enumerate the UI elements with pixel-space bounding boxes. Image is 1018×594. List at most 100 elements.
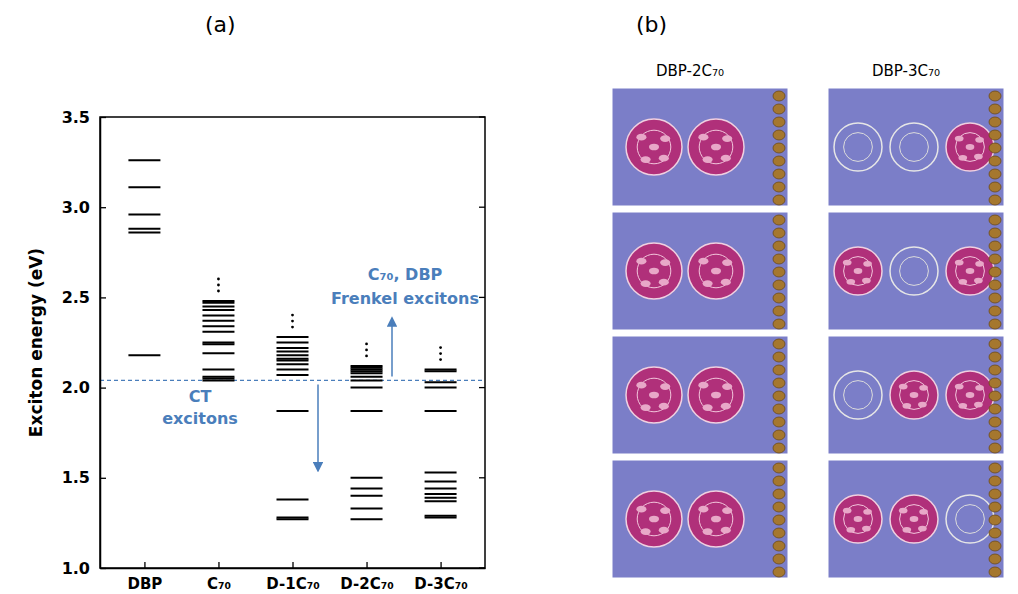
x-axis: DBP C₇₀ D-1C₇₀ D-2C₇₀ D-3C₇₀ <box>101 562 486 593</box>
orbital-lobe <box>721 155 731 162</box>
fullerene-ring <box>844 381 873 410</box>
energy-level <box>351 410 383 412</box>
dbp-unit <box>989 567 1001 577</box>
dbp-unit <box>989 182 1001 192</box>
y-tick-mark <box>100 478 106 479</box>
orbital-lobe <box>659 155 669 162</box>
orbital-lobe <box>899 508 908 514</box>
energy-level <box>351 507 383 509</box>
orbital-lobe <box>975 261 984 267</box>
energy-level <box>425 500 457 502</box>
y-tick-label: 1.0 <box>62 559 90 578</box>
fullerene <box>834 495 882 543</box>
energy-level <box>351 495 383 497</box>
orbital-lobe <box>966 144 975 150</box>
orbital-lobe <box>711 144 721 151</box>
x-tick-label: C₇₀ <box>207 575 231 593</box>
y-tick-mark <box>100 297 106 298</box>
orbital-lobe <box>918 526 927 532</box>
y-tick-mark <box>100 207 106 208</box>
fullerene-ring <box>844 133 873 162</box>
energy-level <box>277 351 309 353</box>
fullerene <box>626 367 682 423</box>
fullerene-ring <box>844 505 873 534</box>
dbp-unit <box>773 502 785 512</box>
dbp-unit <box>989 228 1001 238</box>
x-tick-mark <box>292 562 293 568</box>
orbital-lobe <box>636 382 646 389</box>
fullerene-ring <box>956 505 985 534</box>
dbp-unit <box>773 293 785 303</box>
energy-level <box>202 379 234 381</box>
dbp-unit <box>989 391 1001 401</box>
dbp-unit <box>773 391 785 401</box>
energy-level <box>351 365 383 367</box>
continuation-dot <box>439 358 442 361</box>
continuation-dot <box>217 284 220 287</box>
dbp-unit <box>989 378 1001 388</box>
dbp-unit <box>773 378 785 388</box>
orbital-lobe <box>974 278 983 284</box>
energy-level <box>128 231 160 233</box>
fullerene <box>890 495 938 543</box>
continuation-dot <box>439 346 442 349</box>
dbp-unit <box>989 443 1001 453</box>
x-tick: C₇₀ <box>207 562 231 593</box>
energy-level <box>351 477 383 479</box>
orbital-lobe <box>641 280 651 287</box>
orbital-lobe <box>863 509 872 515</box>
y-tick: 3.5 <box>62 108 106 127</box>
orbital-lobe <box>721 279 731 286</box>
dbp-unit <box>773 365 785 375</box>
dbp-unit <box>773 104 785 114</box>
x-tick-label: DBP <box>127 575 162 593</box>
energy-level <box>277 516 309 518</box>
energy-level <box>202 302 234 304</box>
orbital-image <box>828 460 1004 578</box>
column-title: DBP-3C₇₀ <box>872 62 940 80</box>
dbp-unit <box>989 130 1001 140</box>
orbital-lobe <box>698 134 708 141</box>
orbital-lobe <box>641 156 651 163</box>
fullerene <box>626 243 682 299</box>
fullerene <box>626 119 682 175</box>
fullerene-ring <box>900 381 929 410</box>
continuation-dot <box>365 349 368 352</box>
energy-level <box>351 488 383 490</box>
x-tick-mark <box>440 562 441 568</box>
dbp-unit <box>773 195 785 205</box>
x-tick: D-2C₇₀ <box>340 562 394 593</box>
x-tick: D-3C₇₀ <box>414 562 468 593</box>
fullerene <box>626 491 682 547</box>
panel-label: (b) <box>636 12 667 37</box>
energy-level <box>351 387 383 389</box>
dbp-unit <box>989 365 1001 375</box>
orbital-lobe <box>711 392 721 399</box>
fullerene-ring <box>699 254 733 288</box>
energy-level <box>351 372 383 374</box>
energy-level <box>202 309 234 311</box>
energy-level <box>425 515 457 517</box>
x-tick-label: D-3C₇₀ <box>414 575 468 593</box>
orbital-lobe <box>862 278 871 284</box>
orbital-lobe <box>660 507 670 514</box>
y-tick: 3.0 <box>62 198 106 217</box>
energy-level <box>202 331 234 333</box>
fullerene <box>688 119 744 175</box>
x-tick-label: D-1C₇₀ <box>266 575 320 593</box>
orbital-image <box>612 88 788 206</box>
orbital-lobe <box>974 154 983 160</box>
orbital-lobe <box>649 516 659 523</box>
dbp-unit <box>989 463 1001 473</box>
orbital-lobe <box>955 384 964 390</box>
image-background <box>612 212 788 330</box>
orbital-lobe <box>974 402 983 408</box>
dbp-unit <box>773 254 785 264</box>
dbp-unit <box>989 430 1001 440</box>
energy-level <box>202 378 234 380</box>
dbp-unit <box>773 489 785 499</box>
dbp-unit <box>989 476 1001 486</box>
orbital-lobe <box>958 403 967 409</box>
continuation-dot <box>217 278 220 281</box>
dbp-unit <box>773 463 785 473</box>
